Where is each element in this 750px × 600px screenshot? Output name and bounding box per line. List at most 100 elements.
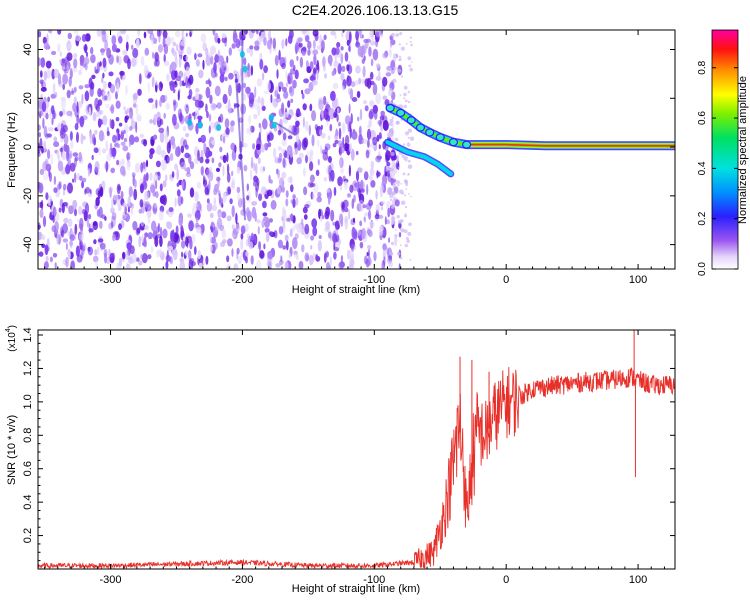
- noise-speck: [102, 57, 107, 68]
- noise-speck: [348, 164, 351, 177]
- noise-blob: [187, 119, 193, 127]
- noise-speck: [256, 30, 259, 35]
- noise-speck: [137, 88, 142, 96]
- noise-speck: [283, 90, 289, 99]
- noise-speck: [287, 176, 292, 183]
- noise-speck: [394, 235, 398, 247]
- noise-speck: [237, 256, 243, 265]
- noise-speck: [251, 201, 258, 206]
- noise-speck: [292, 198, 296, 208]
- noise-speck: [73, 52, 78, 59]
- snr-y-tick-label: 1.4: [22, 327, 34, 342]
- noise-speck: [57, 73, 62, 86]
- snr-y-tick-label: 1.0: [22, 394, 34, 409]
- snr-y-tick-label: 0.4: [22, 494, 34, 509]
- noise-speck: [287, 34, 293, 45]
- noise-speck: [374, 31, 380, 43]
- noise-speck: [151, 76, 155, 88]
- noise-speck: [287, 75, 291, 85]
- noise-speck: [230, 120, 235, 127]
- noise-speck: [370, 180, 376, 188]
- noise-speck: [244, 223, 249, 232]
- noise-speck: [119, 165, 126, 176]
- noise-speck: [81, 180, 85, 189]
- noise-speck: [159, 235, 163, 248]
- noise-speck: [38, 251, 44, 257]
- noise-speck: [206, 111, 209, 119]
- noise-speck: [59, 59, 63, 64]
- noise-speck: [116, 82, 120, 94]
- noise-speck: [401, 75, 404, 78]
- noise-speck: [389, 168, 394, 172]
- noise-speck: [59, 147, 63, 152]
- noise-speck: [74, 123, 79, 131]
- noise-speck: [257, 226, 260, 235]
- noise-speck: [338, 261, 345, 269]
- noise-speck: [159, 131, 165, 143]
- noise-speck: [163, 53, 166, 63]
- noise-speck: [180, 40, 184, 47]
- noise-speck: [147, 232, 153, 240]
- noise-speck: [250, 169, 253, 181]
- snr-x-label: Height of straight line (km): [292, 583, 420, 595]
- noise-speck: [266, 189, 273, 197]
- noise-speck: [399, 31, 403, 36]
- noise-speck: [104, 252, 107, 264]
- noise-speck: [198, 69, 204, 79]
- noise-speck: [185, 133, 190, 138]
- noise-speck: [290, 184, 294, 193]
- noise-speck: [323, 34, 327, 41]
- noise-speck: [369, 100, 375, 107]
- noise-speck: [325, 251, 329, 258]
- noise-speck: [379, 188, 384, 198]
- noise-speck: [346, 64, 350, 72]
- noise-speck: [305, 35, 310, 43]
- noise-speck: [277, 158, 282, 164]
- noise-speck: [264, 219, 270, 228]
- noise-speck: [212, 30, 216, 36]
- svg-text:(x104): (x104): [5, 325, 18, 352]
- noise-speck: [181, 251, 184, 258]
- noise-speck: [245, 86, 251, 95]
- noise-speck: [116, 183, 121, 195]
- noise-speck: [322, 95, 327, 106]
- noise-speck: [78, 233, 82, 241]
- noise-speck: [217, 217, 223, 229]
- noise-speck: [67, 182, 73, 194]
- noise-speck: [354, 80, 359, 86]
- noise-speck: [306, 150, 309, 157]
- noise-speck: [366, 229, 373, 235]
- noise-speck: [290, 213, 294, 222]
- noise-speck: [60, 123, 65, 136]
- noise-speck: [389, 88, 393, 91]
- noise-speck: [268, 218, 273, 223]
- noise-blob: [268, 114, 274, 122]
- noise-speck: [320, 132, 326, 139]
- noise-speck: [296, 55, 299, 61]
- noise-speck: [57, 30, 62, 35]
- noise-speck: [116, 55, 119, 64]
- noise-speck: [243, 92, 246, 102]
- noise-speck: [159, 99, 162, 107]
- noise-speck: [337, 63, 342, 75]
- noise-speck: [332, 143, 337, 148]
- noise-speck: [301, 93, 305, 100]
- noise-speck: [235, 212, 238, 224]
- noise-speck: [153, 134, 158, 140]
- noise-speck: [185, 172, 192, 177]
- snr-y-ticks: 0.2 0.4 0.6 0.8 1.0 1.2 1.4: [22, 327, 675, 562]
- noise-speck: [390, 32, 395, 37]
- noise-speck: [150, 245, 154, 253]
- noise-speck: [400, 219, 404, 223]
- noise-speck: [368, 209, 372, 220]
- noise-speck: [368, 46, 372, 57]
- noise-speck: [52, 206, 57, 217]
- noise-speck: [126, 107, 132, 113]
- noise-speck: [236, 186, 241, 194]
- noise-speck: [51, 204, 56, 216]
- noise-speck: [339, 142, 346, 154]
- noise-speck: [389, 194, 394, 199]
- noise-speck: [41, 199, 44, 210]
- noise-speck: [407, 90, 410, 94]
- noise-speck: [403, 156, 408, 161]
